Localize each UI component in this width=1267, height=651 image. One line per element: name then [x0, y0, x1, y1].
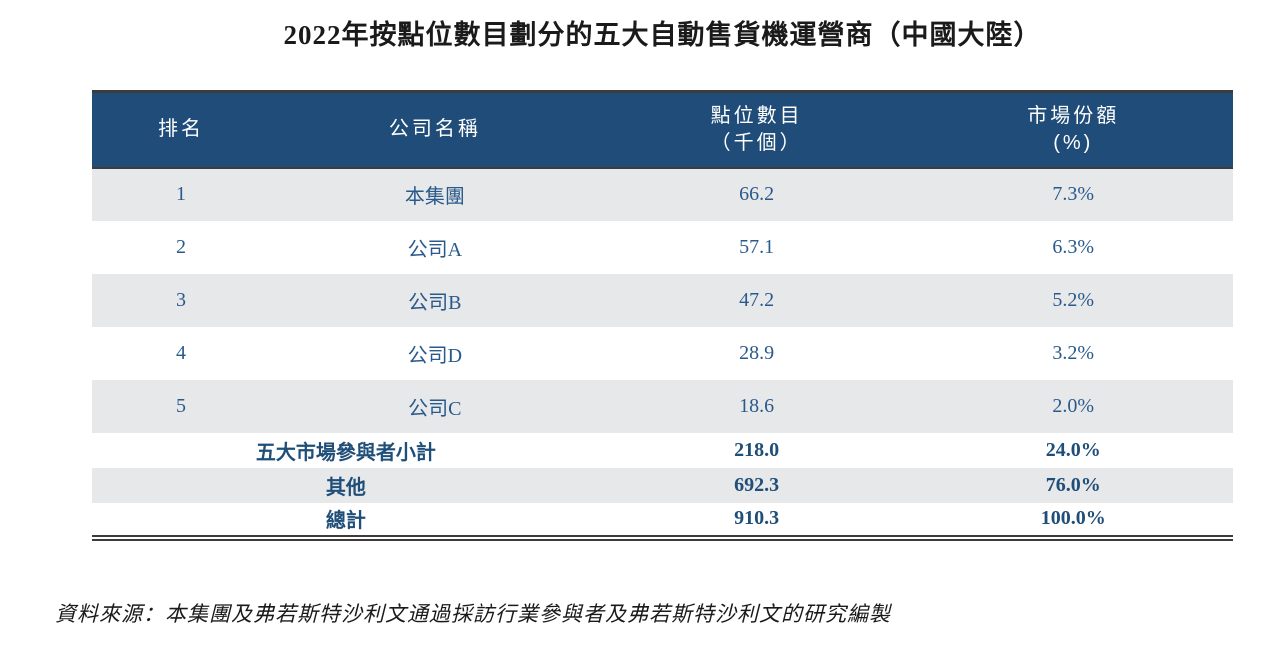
page-title: 2022年按點位數目劃分的五大自動售貨機運營商（中國大陸）	[283, 20, 1042, 50]
total-row: 總計 910.3 100.0%	[92, 502, 1233, 541]
subtotal-label-cell: 五大市場參與者小計	[255, 441, 436, 464]
share-cell: 7.3%	[1052, 183, 1095, 205]
share-cell: 6.3%	[1052, 235, 1095, 258]
company-cell: 本集團	[404, 186, 465, 208]
rank-cell: 2	[175, 235, 186, 258]
company-cell: 公司C	[408, 397, 462, 420]
rank-cell: 5	[175, 394, 186, 417]
points-cell: 57.1	[739, 235, 775, 258]
header-company: 公司名稱	[269, 90, 600, 169]
rank-cell: 4	[175, 341, 186, 364]
others-label-cell: 其他	[325, 476, 366, 499]
share-cell: 24.0%	[1045, 438, 1101, 461]
points-cell: 47.2	[739, 288, 775, 311]
points-cell: 66.2	[739, 183, 775, 205]
header-share: 市場份額 (%)	[913, 90, 1233, 169]
table-row: 1 本集團 66.2 7.3%	[92, 167, 1233, 221]
share-cell: 3.2%	[1052, 341, 1095, 364]
table-row: 3 公司B 47.2 5.2%	[92, 273, 1233, 327]
rank-cell: 1	[175, 183, 186, 205]
company-cell: 公司D	[407, 344, 463, 367]
table-row: 5 公司C 18.6 2.0%	[92, 379, 1233, 433]
points-cell: 692.3	[734, 473, 780, 496]
table-body: 1 本集團 66.2 7.3% 2 公司A 57.1 6.3% 3 公司B 47…	[92, 167, 1233, 541]
subtotal-row: 五大市場參與者小計 218.0 24.0%	[92, 433, 1233, 468]
source-note: 資料來源：本集團及弗若斯特沙利文通過採訪行業參與者及弗若斯特沙利文的研究編製	[55, 602, 891, 626]
share-cell: 2.0%	[1052, 394, 1095, 417]
header-row: 排名 公司名稱 點位數目 （千個） 市場份額 (%)	[92, 90, 1233, 169]
points-cell: 28.9	[739, 341, 775, 364]
share-cell: 100.0%	[913, 502, 1233, 541]
operators-table: 排名 公司名稱 點位數目 （千個） 市場份額 (%) 1 本集團 66.2 7.…	[92, 90, 1233, 541]
table-header: 排名 公司名稱 點位數目 （千個） 市場份額 (%)	[92, 90, 1233, 169]
company-cell: 公司B	[408, 291, 462, 314]
operators-table-container: 排名 公司名稱 點位數目 （千個） 市場份額 (%) 1 本集團 66.2 7.…	[92, 90, 1233, 541]
header-points: 點位數目 （千個）	[599, 90, 914, 169]
share-cell: 5.2%	[1052, 288, 1095, 311]
rank-cell: 3	[175, 288, 186, 311]
points-cell: 18.6	[739, 394, 775, 417]
total-label-cell: 總計	[92, 502, 600, 541]
points-cell: 910.3	[599, 502, 914, 541]
company-cell: 公司A	[407, 238, 463, 261]
table-row: 4 公司D 28.9 3.2%	[92, 327, 1233, 380]
table-row: 2 公司A 57.1 6.3%	[92, 221, 1233, 274]
others-row: 其他 692.3 76.0%	[92, 467, 1233, 503]
header-rank: 排名	[92, 90, 270, 169]
share-cell: 76.0%	[1045, 473, 1101, 496]
points-cell: 218.0	[734, 438, 780, 461]
